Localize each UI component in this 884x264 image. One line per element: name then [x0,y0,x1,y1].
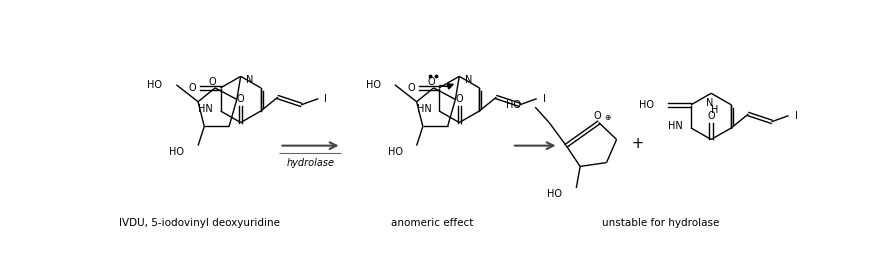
Text: N: N [465,75,472,85]
Text: N: N [246,75,254,85]
Text: O: O [428,77,435,87]
FancyArrowPatch shape [440,83,453,89]
Text: I: I [795,111,797,121]
Text: I: I [543,94,546,104]
Text: O: O [408,83,415,93]
Text: I: I [324,94,327,104]
Text: HN: HN [416,105,431,115]
Text: $\oplus$: $\oplus$ [604,113,612,122]
Text: HO: HO [547,189,562,199]
Text: N: N [706,97,713,107]
Text: O: O [455,95,463,105]
Text: HO: HO [148,80,163,90]
Text: anomeric effect: anomeric effect [391,218,473,228]
Text: HO: HO [388,147,403,157]
Text: unstable for hydrolase: unstable for hydrolase [602,218,720,228]
Text: O: O [593,111,601,121]
Text: O: O [189,83,196,93]
Text: HN: HN [668,121,683,131]
Text: HO: HO [507,100,522,110]
Text: +: + [631,136,644,151]
Text: HO: HO [639,100,654,110]
Text: HN: HN [198,105,213,115]
Text: HO: HO [169,147,184,157]
Text: H: H [712,105,719,115]
Text: O: O [707,111,715,121]
Text: O: O [209,77,217,87]
Text: IVDU, 5-iodovinyl deoxyuridine: IVDU, 5-iodovinyl deoxyuridine [119,218,280,228]
Text: HO: HO [366,80,381,90]
Text: hydrolase: hydrolase [286,158,334,168]
Text: O: O [237,95,245,105]
